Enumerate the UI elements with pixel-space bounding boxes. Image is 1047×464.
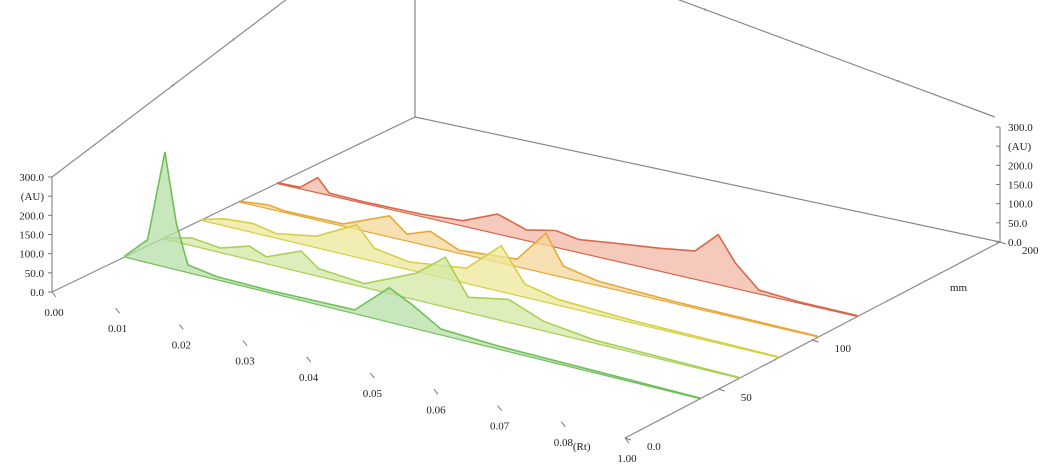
series-line-0 — [276, 176, 858, 317]
box-edge-dot — [232, 38, 235, 41]
series-area-0 — [277, 177, 858, 317]
z-edge-dot — [811, 339, 814, 341]
z-edge-dot — [849, 319, 851, 322]
x-tick-label: 0.05 — [363, 388, 383, 400]
series-baseline-1 — [238, 201, 819, 338]
z-tick-mark — [624, 437, 632, 441]
y-tick-label: 0.0 — [30, 287, 44, 299]
series-layer — [124, 151, 858, 400]
z-tick-label: 0.0 — [647, 441, 661, 453]
series-line-2 — [200, 217, 779, 358]
x-tick-mark — [624, 437, 630, 444]
series-line-3 — [162, 237, 740, 379]
z-edge-dot — [924, 280, 926, 283]
axis-labels: 0.00 0.01 0.02 0.03 0.04 0.05 0.06 0.07 0.08 1.00… — [19, 122, 1039, 464]
x-tick-mark — [115, 307, 121, 314]
right-y-tick-label: 200.0 — [1008, 160, 1033, 172]
z-edge-dot — [961, 260, 964, 263]
z-tick-mark — [812, 339, 819, 343]
x-tick-mark — [497, 405, 503, 411]
right-y-tick-label: 100.0 — [1008, 199, 1033, 211]
y-tick-label: 100.0 — [19, 249, 44, 261]
z-tick-label: 100 — [835, 343, 852, 355]
z-axis-label: mm — [950, 282, 968, 294]
box-edge-dot — [800, 44, 803, 47]
y-tick-label: 300.0 — [19, 172, 44, 184]
x-axis-label: (Rt) — [573, 441, 591, 453]
x-tick-label: 0.04 — [299, 372, 319, 384]
z-edge-dot — [886, 299, 889, 302]
x-tick-mark — [242, 340, 248, 346]
x-tick-label: 0.00 — [44, 307, 64, 319]
z-tick-label: 50 — [741, 392, 753, 404]
y-axis-label: (AU) — [21, 191, 45, 203]
y-tick-label: 200.0 — [19, 210, 44, 222]
z-edge-dot — [661, 417, 664, 420]
floor-left-edge — [51, 116, 416, 293]
z-tick-label: 200 — [1022, 245, 1039, 257]
right-y-tick-label: 300.0 — [1008, 122, 1033, 134]
x-tick-mark — [369, 372, 375, 379]
z-edge-dot — [736, 378, 739, 381]
top-left-edge — [51, 0, 287, 178]
x-tick-label: 0.02 — [172, 339, 191, 351]
x-tick-mark — [306, 356, 312, 363]
right-y-axis-label: (AU) — [1008, 141, 1032, 153]
z-tick-mark — [999, 241, 1007, 245]
z-edge-dot — [699, 397, 701, 400]
series-line-1 — [238, 200, 819, 338]
x-tick-label: 0.07 — [490, 421, 510, 433]
box-edge-dot — [897, 79, 900, 83]
series-baseline-2 — [200, 219, 779, 359]
z-tick-mark — [718, 388, 725, 392]
x-tick-label: 1.00 — [617, 453, 637, 464]
x-tick-mark — [560, 421, 566, 428]
series-baseline-0 — [276, 182, 858, 318]
x-tick-label: 0.01 — [108, 323, 127, 335]
x-tick-label: 0.03 — [235, 356, 255, 368]
right-y-tick-label: 50.0 — [1008, 218, 1028, 230]
y-tick-label: 150.0 — [19, 230, 44, 242]
x-tick-label: 0.06 — [426, 404, 446, 416]
x-tick-mark — [178, 324, 184, 330]
top-back-edge — [677, 0, 996, 118]
z-edge-dot — [774, 358, 776, 361]
box-edge-dot — [171, 84, 175, 87]
x-tick-mark — [51, 291, 57, 298]
x-tick-mark — [433, 389, 439, 395]
right-y-tick-label: 150.0 — [1008, 180, 1033, 192]
x-tick-label: 0.08 — [554, 437, 574, 449]
series-baseline-3 — [162, 238, 740, 379]
plot-box — [51, 0, 1001, 439]
axes — [48, 126, 1007, 444]
floor-back-edge — [414, 116, 1001, 243]
y-tick-label: 50.0 — [25, 268, 45, 280]
series-baseline-4 — [124, 256, 701, 400]
series-line-4 — [124, 151, 701, 399]
right-y-tick-label: 0.0 — [1008, 237, 1022, 249]
box-edge-dot — [703, 8, 707, 11]
box-edge-dot — [111, 129, 114, 133]
